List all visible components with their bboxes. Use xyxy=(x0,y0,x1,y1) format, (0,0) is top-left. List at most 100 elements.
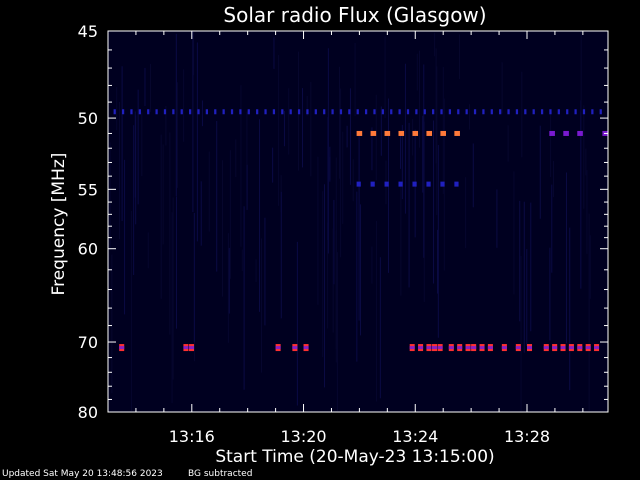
emission-dash xyxy=(384,130,391,136)
emission-dash xyxy=(119,346,125,350)
emission-dash xyxy=(591,109,594,115)
x-axis: 13:16 13:20 13:24 13:28 xyxy=(107,31,584,446)
x-tick-label: 13:28 xyxy=(504,427,550,446)
x-tick-label: 13:20 xyxy=(280,427,326,446)
y-tick-label: 80 xyxy=(78,403,98,422)
emission-dash xyxy=(574,109,577,115)
emission-dash xyxy=(189,346,195,350)
emission-dash xyxy=(247,109,250,115)
x-tick-label: 13:24 xyxy=(392,427,438,446)
emission-dash xyxy=(412,181,417,187)
emission-dash xyxy=(331,109,334,115)
emission-dash xyxy=(543,346,549,350)
emission-dash xyxy=(412,130,419,136)
emission-dash xyxy=(381,109,384,115)
emission-dash xyxy=(507,109,510,115)
emission-dash xyxy=(549,130,555,136)
emission-dash xyxy=(577,130,583,136)
emission-dash xyxy=(426,346,432,350)
emission-dash xyxy=(440,130,446,136)
emission-dash xyxy=(370,130,377,136)
emission-dash xyxy=(303,346,309,350)
emission-dash xyxy=(384,181,389,187)
emission-dash xyxy=(526,346,533,350)
chart-title: Solar radio Flux (Glasgow) xyxy=(223,3,486,27)
emission-dash xyxy=(490,109,493,115)
emission-dash xyxy=(549,109,552,115)
emission-dash xyxy=(214,109,217,115)
emission-dash xyxy=(599,109,602,115)
emission-dash xyxy=(398,130,405,136)
emission-dash xyxy=(566,109,569,115)
emission-dash xyxy=(281,109,284,115)
emission-dash xyxy=(121,109,125,115)
emission-dash xyxy=(454,181,459,187)
emission-dash xyxy=(440,181,445,187)
emission-dash xyxy=(398,109,401,115)
emission-dash xyxy=(482,109,485,115)
emission-dash xyxy=(147,109,150,115)
emission-dash xyxy=(183,346,189,350)
emission-dash xyxy=(272,109,276,115)
emission-dash xyxy=(448,109,452,115)
emission-dash xyxy=(189,109,192,115)
footer-note: BG subtracted xyxy=(188,469,253,479)
emission-dash xyxy=(471,346,477,350)
emission-dash xyxy=(398,181,403,187)
emission-dash xyxy=(197,109,200,115)
emission-dash xyxy=(339,109,343,115)
emission-dash xyxy=(532,109,535,115)
y-axis: 45 50 55 60 70 80 xyxy=(78,22,608,422)
emission-dash xyxy=(239,109,242,115)
emission-dash xyxy=(515,346,521,350)
emission-dash xyxy=(364,109,368,115)
y-axis-label: Frequency [MHz] xyxy=(49,153,69,296)
emission-dash xyxy=(501,346,507,350)
emission-dash xyxy=(552,346,558,350)
emission-dash xyxy=(457,346,463,350)
emission-dash xyxy=(409,346,415,350)
emission-dash xyxy=(256,109,259,115)
emission-dash xyxy=(205,109,208,115)
plot-area xyxy=(108,31,608,412)
emission-dash xyxy=(264,109,267,115)
emission-dash xyxy=(594,346,600,350)
emission-dash xyxy=(418,346,424,350)
emission-dash xyxy=(524,109,527,115)
emission-dash xyxy=(348,109,351,115)
emission-dash xyxy=(163,109,167,115)
emission-dash xyxy=(155,109,158,115)
emission-dash xyxy=(289,109,292,115)
emission-dash xyxy=(426,181,431,187)
emission-dash xyxy=(323,109,326,115)
emission-dash xyxy=(557,109,560,115)
y-tick-label: 50 xyxy=(78,109,98,128)
emission-dash xyxy=(473,109,477,115)
emission-dash xyxy=(487,346,493,350)
x-tick-label: 13:16 xyxy=(169,427,215,446)
emission-dash xyxy=(314,109,317,115)
emission-dash xyxy=(582,109,586,115)
footer-updated: Updated Sat May 20 13:48:56 2023 xyxy=(2,469,163,479)
emission-dash xyxy=(356,181,361,187)
emission-dash xyxy=(180,109,183,115)
emission-dash xyxy=(138,109,141,115)
emission-dash xyxy=(306,109,309,115)
emission-dash xyxy=(370,181,375,187)
emission-dash xyxy=(568,346,574,350)
emission-dash xyxy=(275,346,281,350)
emission-dash xyxy=(297,109,301,115)
emission-dash xyxy=(356,130,363,136)
emission-dash xyxy=(499,109,502,115)
emission-dash xyxy=(356,109,359,115)
y-tick-label: 55 xyxy=(78,180,98,199)
emission-dash xyxy=(540,109,544,115)
emission-dash xyxy=(515,109,519,115)
emission-dash xyxy=(415,109,418,115)
emission-dash xyxy=(172,109,175,115)
emission-dash xyxy=(432,109,435,115)
emission-dash xyxy=(230,109,234,115)
emission-dash xyxy=(448,346,454,350)
y-tick-label: 60 xyxy=(78,240,98,259)
emission-dash xyxy=(454,130,460,136)
